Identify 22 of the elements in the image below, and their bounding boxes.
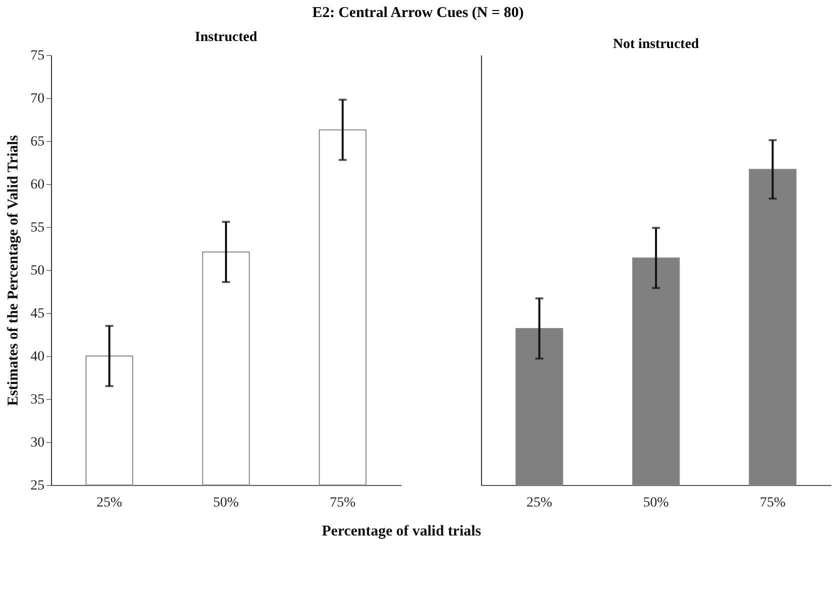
y-tick-label: 45 [30,306,44,322]
chart-subtitle: Instructed [194,30,258,45]
x-tick-label: 25% [526,496,552,510]
x-tick-label: 25% [96,496,122,510]
y-tick-label: 35 [30,392,44,408]
y-tick-label: 50 [30,264,44,278]
y-tick-label: 65 [30,134,44,150]
chart-title: E2: Central Arrow Cues (N = 80) [312,5,524,21]
y-axis-title: Estimates of the Percentage of Valid Trials [6,134,22,406]
y-tick-label: 25 [30,478,44,494]
y-tick-label: 40 [30,350,44,364]
x-tick-label: 50% [213,496,240,510]
y-tick-label: 30 [30,436,44,450]
y-tick-label: 75 [30,48,44,64]
x-tick-label: 75% [760,496,786,510]
x-axis-title: Percentage of valid trials [322,524,482,540]
y-tick-label: 60 [30,178,44,192]
x-tick-label: 75% [330,496,356,510]
chart-subtitle: Not instructed [613,37,700,52]
y-tick-label: 55 [30,220,44,236]
y-tick-label: 70 [30,92,44,106]
x-tick-label: 50% [643,496,670,510]
